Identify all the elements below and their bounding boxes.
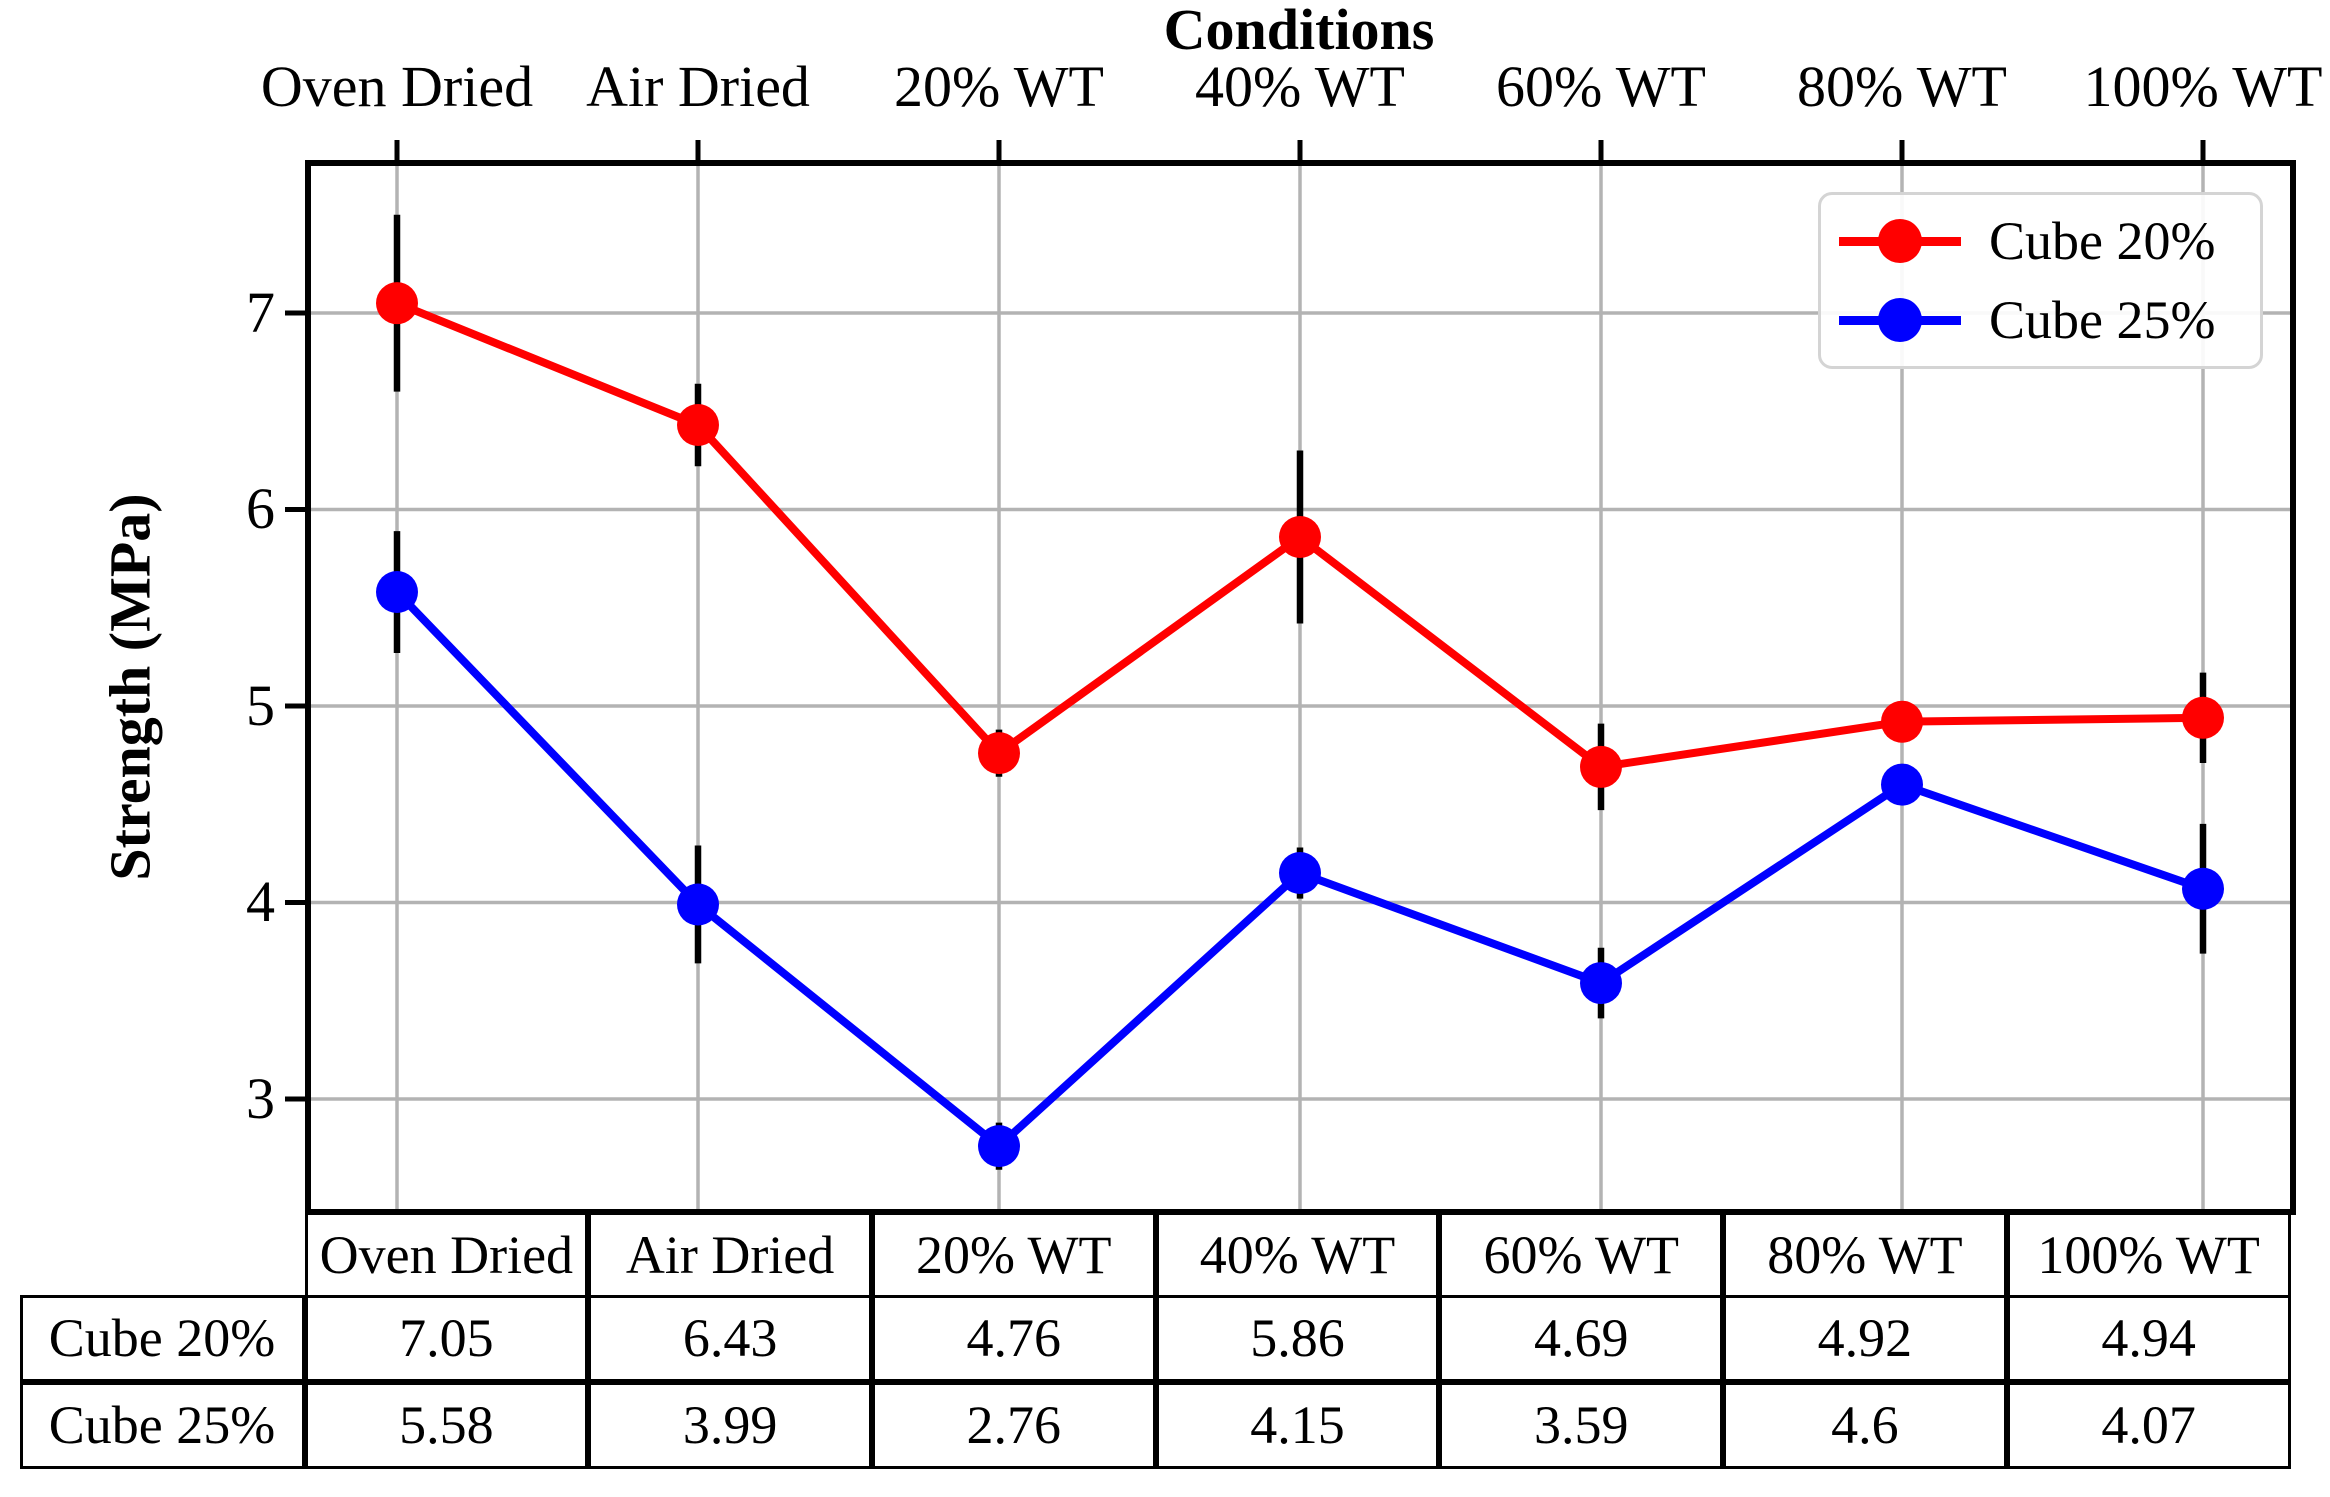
legend-entry-cube25: Cube 25% [1839, 281, 2242, 360]
x-tick-label-20wt: 20% WT [894, 54, 1104, 119]
y-tick-label-6: 6 [246, 476, 275, 541]
legend-label-cube20: Cube 20% [1989, 211, 2216, 271]
table-body: Cube 20% 7.05 6.43 4.76 5.86 4.69 4.92 4… [19, 1294, 2291, 1469]
table-header-cell: 80% WT [1723, 1212, 2007, 1298]
table-cell: 5.58 [304, 1381, 589, 1469]
table-header-cell: 20% WT [871, 1212, 1156, 1298]
table-cell: 3.99 [588, 1381, 872, 1469]
table-header-cell: 100% WT [2006, 1212, 2291, 1298]
y-tick-label-3: 3 [246, 1066, 275, 1131]
table-header-cell: Oven Dried [304, 1212, 589, 1298]
x-tick-label-air-dried: Air Dried [586, 54, 810, 119]
table-cell: 6.43 [588, 1294, 872, 1382]
x-tick-label-80wt: 80% WT [1797, 54, 2007, 119]
table-row-label: Cube 20% [19, 1294, 305, 1382]
table-cell: 4.6 [1723, 1381, 2007, 1469]
legend-label-cube25: Cube 25% [1989, 290, 2216, 350]
x-tick-label-oven-dried: Oven Dried [260, 54, 534, 119]
y-tick-label-7: 7 [246, 280, 275, 345]
table-cell: 2.76 [871, 1381, 1156, 1469]
table-row-label: Cube 25% [19, 1381, 305, 1469]
table-cell: 4.69 [1439, 1294, 1724, 1382]
x-tick-label-40wt: 40% WT [1195, 54, 1405, 119]
table-cell: 3.59 [1439, 1381, 1724, 1469]
y-tick-label-4: 4 [246, 869, 275, 934]
table-cell: 4.76 [871, 1294, 1156, 1382]
table-cell: 4.07 [2006, 1381, 2291, 1469]
line-marker-icon [1839, 217, 1961, 265]
legend-entry-cube20: Cube 20% [1839, 202, 2242, 281]
table-header-cell: 60% WT [1439, 1212, 1724, 1298]
y-tick-label-5: 5 [246, 673, 275, 738]
legend: Cube 20% Cube 25% [1818, 192, 2263, 369]
line-marker-icon [1839, 296, 1961, 344]
table-header-row: Oven Dried Air Dried 20% WT 40% WT 60% W… [304, 1212, 2291, 1298]
table-cell: 4.94 [2006, 1294, 2291, 1382]
table-cell: 4.15 [1155, 1381, 1440, 1469]
table-cell: 7.05 [304, 1294, 589, 1382]
x-tick-label-100wt: 100% WT [2083, 54, 2323, 119]
table-header-cell: 40% WT [1155, 1212, 1440, 1298]
table-cell: 4.92 [1723, 1294, 2007, 1382]
x-tick-label-60wt: 60% WT [1496, 54, 1706, 119]
table-cell: 5.86 [1155, 1294, 1440, 1382]
chart-title: Conditions [1163, 0, 1435, 62]
table-header-cell: Air Dried [588, 1212, 872, 1298]
